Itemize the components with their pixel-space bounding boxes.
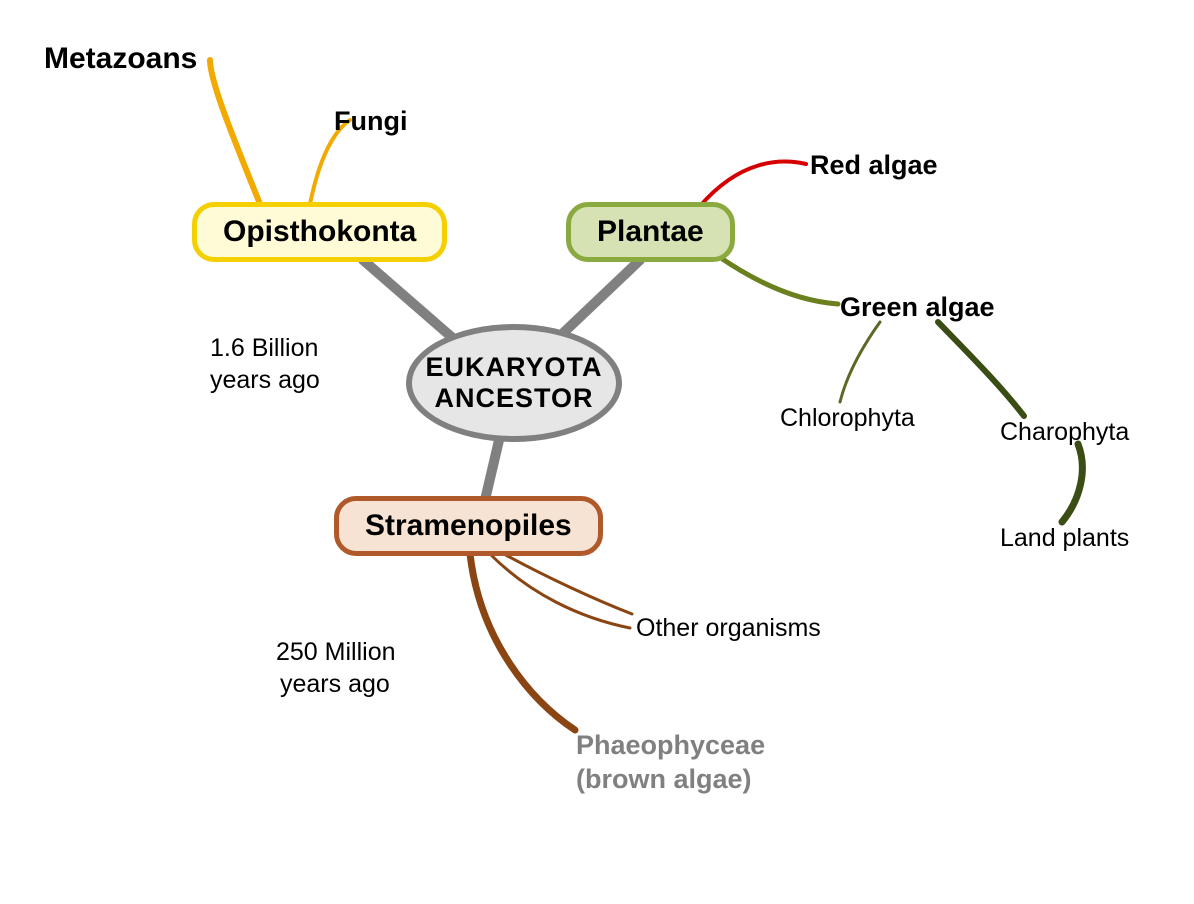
edge-plantae-to-redalgae xyxy=(700,162,806,206)
label-phaeophyceae-l2: (brown algae) xyxy=(576,764,752,795)
opisthokonta-label: Opisthokonta xyxy=(223,215,416,249)
fungi-text: Fungi xyxy=(334,106,407,137)
stramenopiles-label: Stramenopiles xyxy=(365,509,572,543)
edge-stramenopiles-to-other1 xyxy=(504,554,632,614)
edge-center-to-stramenopiles xyxy=(485,436,500,500)
node-stramenopiles: Stramenopiles xyxy=(334,496,603,556)
red-algae-text: Red algae xyxy=(810,150,938,181)
time16b-text1: 1.6 Billion xyxy=(210,334,318,363)
label-green-algae: Green algae xyxy=(840,292,995,323)
edge-greenalgae-to-charophyta xyxy=(938,322,1024,416)
label-time-16b-l1: 1.6 Billion xyxy=(210,334,318,363)
label-chlorophyta: Chlorophyta xyxy=(780,404,915,433)
time250m-text1: 250 Million xyxy=(276,638,396,667)
phaeo-text2: (brown algae) xyxy=(576,764,752,795)
label-land-plants: Land plants xyxy=(1000,524,1129,553)
label-charophyta: Charophyta xyxy=(1000,418,1129,447)
label-phaeophyceae-l1: Phaeophyceae xyxy=(576,730,765,761)
edge-center-to-opisthokonta xyxy=(363,260,455,340)
plantae-label: Plantae xyxy=(597,215,704,249)
land-plants-text: Land plants xyxy=(1000,524,1129,553)
edge-greenalgae-to-chlorophyta xyxy=(840,322,880,402)
time250m-text2: years ago xyxy=(280,670,390,699)
label-time-250m-l2: years ago xyxy=(280,670,390,699)
label-time-16b-l2: years ago xyxy=(210,366,320,395)
edge-center-to-plantae xyxy=(560,260,640,336)
charophyta-text: Charophyta xyxy=(1000,418,1129,447)
label-metazoans: Metazoans xyxy=(44,42,197,76)
node-plantae: Plantae xyxy=(566,202,735,262)
label-other-organisms: Other organisms xyxy=(636,614,821,643)
diagram-stage: EUKARYOTA ANCESTOR Opisthokonta Plantae … xyxy=(0,0,1194,904)
edge-opisthokonta-to-metazoans xyxy=(210,60,260,204)
label-time-250m-l1: 250 Million xyxy=(276,638,396,667)
label-fungi: Fungi xyxy=(334,106,407,137)
edge-stramenopiles-to-phaeo xyxy=(470,554,575,730)
node-center: EUKARYOTA ANCESTOR xyxy=(406,324,622,442)
edge-stramenopiles-to-other2 xyxy=(490,554,630,628)
label-red-algae: Red algae xyxy=(810,150,938,181)
chlorophyta-text: Chlorophyta xyxy=(780,404,915,433)
phaeo-text1: Phaeophyceae xyxy=(576,730,765,761)
edge-charophyta-to-landplants xyxy=(1062,444,1082,522)
metazoans-text: Metazoans xyxy=(44,42,197,76)
green-algae-text: Green algae xyxy=(840,292,995,323)
time16b-text2: years ago xyxy=(210,366,320,395)
center-label: EUKARYOTA ANCESTOR xyxy=(426,352,603,414)
other-organisms-text: Other organisms xyxy=(636,614,821,643)
node-opisthokonta: Opisthokonta xyxy=(192,202,447,262)
edge-plantae-to-greenalgae xyxy=(718,256,838,304)
